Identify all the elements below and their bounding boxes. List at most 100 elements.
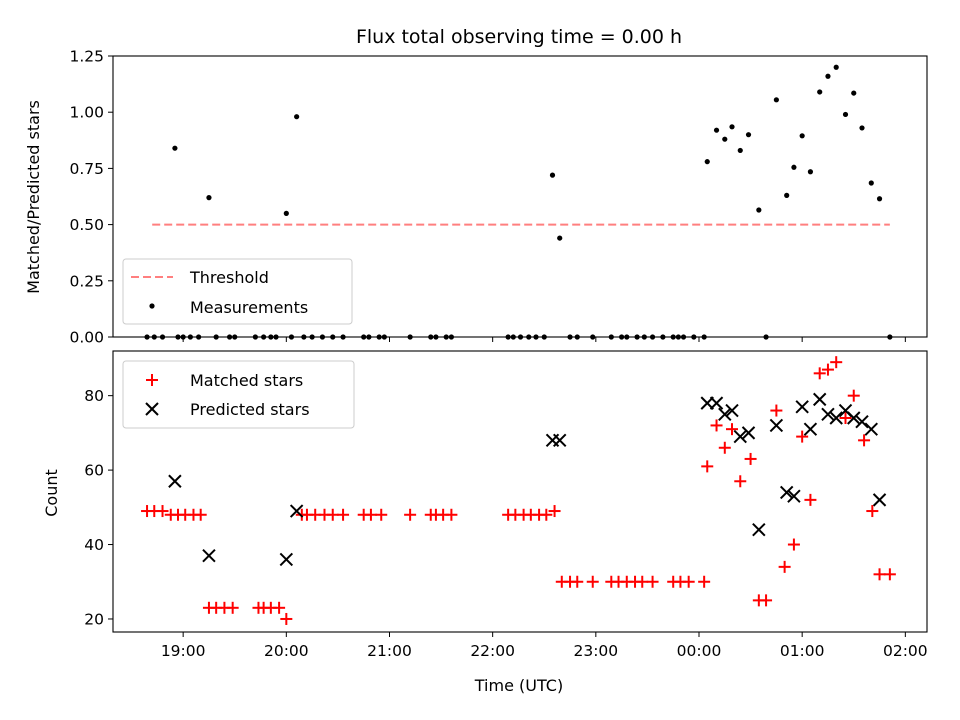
count-x-ticks: 19:00 20:00 21:00 22:00 23:00 00:00 01:00 02:00: [161, 632, 928, 660]
predicted-star-marker: [812, 392, 827, 407]
measurement-point: [722, 136, 728, 142]
matched-star-marker: [375, 508, 388, 521]
measurement-point: [784, 192, 790, 198]
predicted-star-marker: [779, 485, 794, 500]
measurement-point: [729, 124, 735, 130]
count-y-tick-label: 80: [84, 387, 104, 405]
ratio-panel: Flux total observing time = 0.00 h Match…: [24, 26, 928, 347]
measurement-point: [799, 133, 805, 139]
matched-star-marker: [710, 419, 723, 432]
ratio-y-tick-label: 0.75: [69, 160, 104, 178]
matched-star-marker: [698, 575, 711, 588]
count-legend-box: [122, 360, 355, 429]
matched-star-marker: [571, 575, 584, 588]
measurement-point: [713, 127, 720, 133]
matched-star-marker: [701, 460, 714, 473]
x-axis-label: Time (UTC): [474, 676, 563, 695]
predicted-legend-swatch: [145, 402, 159, 416]
x-tick-label: 19:00: [161, 642, 206, 660]
predicted-star-marker: [821, 407, 835, 421]
matched-star-marker: [839, 411, 852, 424]
measurement-point: [817, 89, 823, 95]
matched-star-marker: [744, 452, 757, 465]
matched-star-marker: [326, 508, 339, 521]
predicted-star-marker: [864, 422, 878, 436]
predicted-star-marker: [803, 422, 818, 436]
measurement-point: [807, 169, 814, 175]
matched-star-marker: [445, 508, 458, 521]
measurement-point: [825, 73, 831, 79]
matched-star-marker: [718, 441, 731, 454]
predicted-star-marker: [733, 429, 747, 444]
predicted-star-marker: [279, 552, 294, 567]
ratio-x-ticks: [182, 337, 906, 342]
ratio-legend-box: [122, 258, 353, 325]
chart-title: Flux total observing time = 0.00 h: [356, 26, 682, 48]
x-tick-label: 22:00: [470, 642, 515, 660]
matched-star-marker: [226, 601, 239, 614]
matched-legend-label: Matched stars: [190, 371, 303, 390]
predicted-star-marker: [289, 504, 304, 518]
measurement-point: [206, 195, 212, 201]
matched-star-marker: [787, 538, 800, 551]
matched-star-marker: [866, 505, 879, 518]
ratio-y-ticks: 0.00 0.25 0.50 0.75 1.00 1.25: [69, 48, 113, 347]
measurements-legend-swatch: [149, 303, 155, 309]
predicted-star-marker: [829, 411, 843, 425]
matched-star-marker: [873, 568, 886, 581]
matched-star-marker: [760, 594, 773, 607]
predicted-legend-label: Predicted stars: [190, 400, 310, 419]
measurement-point: [842, 111, 849, 118]
ratio-y-axis-label: Matched/Predicted stars: [24, 100, 43, 294]
matched-star-marker: [636, 575, 649, 588]
measurement-point: [294, 114, 300, 120]
matched-star-marker: [280, 612, 293, 625]
x-tick-label: 01:00: [780, 642, 825, 660]
predicted-star-marker: [725, 403, 739, 418]
matched-star-marker: [646, 575, 659, 588]
predicted-star-marker: [718, 407, 732, 421]
matched-star-marker: [586, 575, 599, 588]
predicted-star-marker: [741, 426, 756, 440]
measurement-point: [791, 164, 797, 170]
x-tick-label: 23:00: [573, 642, 618, 660]
measurement-point: [868, 180, 874, 186]
matched-star-marker: [682, 575, 695, 588]
matched-legend-swatch: [146, 374, 158, 386]
measurement-point: [851, 90, 857, 96]
measurement-point: [833, 64, 839, 70]
ratio-y-tick-label: 0.50: [69, 216, 104, 234]
predicted-star-marker: [202, 548, 216, 563]
measurement-point: [557, 235, 563, 241]
predicted-star-marker: [553, 433, 567, 448]
matched-star-marker: [770, 404, 783, 417]
measurement-point: [737, 147, 743, 154]
matched-star-marker: [804, 493, 817, 506]
predicted-star-marker: [847, 411, 861, 425]
matched-stars-points: [141, 356, 896, 625]
ratio-y-tick-label: 0.00: [69, 329, 104, 347]
measurement-point: [859, 125, 865, 131]
matched-star-marker: [796, 430, 809, 443]
x-tick-label: 00:00: [677, 642, 722, 660]
x-tick-label: 21:00: [367, 642, 412, 660]
measurement-point: [745, 132, 752, 138]
matched-star-marker: [548, 505, 561, 518]
ratio-legend: Threshold Measurements: [122, 258, 353, 325]
matched-star-marker: [194, 508, 207, 521]
count-panel: Count Time (UTC) 20 40 60 80 19:00 20:00 21:0…: [42, 350, 928, 695]
matched-star-marker: [847, 389, 860, 402]
count-y-tick-label: 60: [84, 462, 104, 480]
x-tick-label: 02:00: [883, 642, 928, 660]
measurement-point: [172, 145, 178, 151]
count-axes-frame: [112, 350, 928, 633]
matched-star-marker: [830, 356, 843, 369]
threshold-legend-label: Threshold: [189, 268, 269, 287]
matched-star-marker: [156, 505, 169, 518]
measurement-point: [704, 159, 710, 165]
matched-star-marker: [726, 423, 739, 436]
count-legend: Matched stars Predicted stars: [122, 360, 355, 429]
matched-star-marker: [540, 508, 553, 521]
